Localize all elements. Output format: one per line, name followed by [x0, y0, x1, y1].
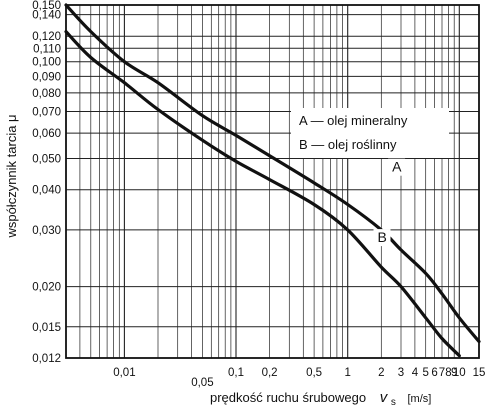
x-tick-labels: 0,01 0,05 0,1 0,2 0,5 1 2 3 4 5 6 7 8 910 15: [113, 367, 485, 389]
grid: [65, 4, 479, 359]
series-label-bg: [388, 158, 406, 176]
x-axis-unit: [m/s]: [407, 393, 431, 405]
y-tick-label: 0,110: [33, 43, 61, 55]
x-axis-symbol-subscript: s: [391, 397, 396, 408]
y-tick-label: 0,030: [32, 225, 61, 237]
x-tick-label: 4: [412, 367, 419, 379]
x-tick-label: 9: [451, 367, 457, 379]
legend-entry-a: A — olej mineralny: [299, 113, 408, 128]
x-tick-label: 0,5: [306, 367, 322, 379]
x-tick-label: 0,1: [228, 367, 244, 379]
x-tick-label: 1: [344, 367, 350, 379]
curves: AB: [64, 3, 481, 358]
y-tick-label: 0,090: [32, 71, 61, 83]
y-tick-label: 0,015: [32, 322, 61, 334]
x-tick-label: 8: [445, 367, 451, 379]
y-tick-label: 0,050: [32, 154, 61, 166]
x-tick-label: 7: [439, 367, 445, 379]
y-tick-label: 0,012: [32, 353, 61, 365]
x-tick-label: 5: [422, 367, 428, 379]
y-tick-label: 0,100: [32, 57, 61, 69]
y-tick-label: 0,070: [32, 107, 61, 119]
x-tick-label: 0,01: [113, 367, 135, 379]
series-label-b: B: [378, 229, 387, 245]
y-axis-label: współczynnik tarcia μ: [4, 114, 19, 238]
x-axis-symbol: v: [380, 389, 389, 406]
legend-entry-b: B — olej roślinny: [299, 137, 397, 152]
y-tick-label: 0,140: [32, 10, 61, 22]
x-tick-label: 0,2: [262, 367, 278, 379]
y-tick-label: 0,020: [32, 282, 61, 294]
x-tick-label: 0,05: [191, 377, 213, 389]
series-label-bg: [373, 229, 391, 247]
x-tick-label: 15: [473, 367, 485, 379]
x-tick-label: 3: [398, 367, 404, 379]
y-tick-label: 0,150: [32, 0, 61, 12]
x-tick-label: 2: [378, 367, 384, 379]
plot-frame: [65, 4, 480, 359]
y-tick-label: 0,120: [32, 31, 61, 43]
x-tick-label: 6: [431, 367, 437, 379]
x-tick-label: 10: [453, 367, 466, 379]
y-tick-label: 0,060: [32, 128, 61, 140]
x-axis-label: prędkość ruchu śrubowego v s [m/s]: [210, 389, 431, 408]
series-label-a: A: [392, 159, 402, 175]
x-axis-label-text: prędkość ruchu śrubowego: [210, 390, 366, 405]
legend: A — olej mineralny B — olej roślinny: [291, 108, 449, 158]
series-line-b: [64, 30, 461, 358]
y-tick-label: 0,080: [32, 88, 61, 100]
series-line-a: [64, 3, 481, 344]
y-tick-label: 0,040: [32, 185, 61, 197]
legend-background: [291, 108, 449, 158]
